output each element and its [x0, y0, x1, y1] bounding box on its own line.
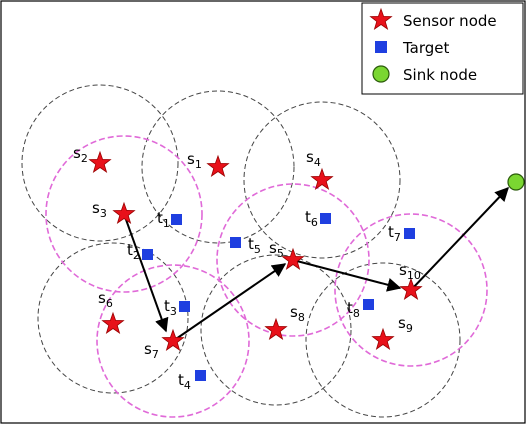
target-marker-t3 [179, 301, 190, 312]
label-t5: t5 [248, 235, 261, 256]
routing-path [123, 186, 509, 342]
label-s10: s10 [399, 261, 421, 282]
range-s2 [21, 84, 179, 242]
selected-ranges [45, 135, 488, 418]
label-s2: s2 [73, 144, 88, 165]
target-marker-t7 [404, 228, 415, 239]
sensor-labels: s1 s2 s3 s4 s5 s6 s7 s8 s9 s10 [73, 144, 421, 361]
range-s6 [37, 242, 189, 394]
label-s6: s6 [98, 289, 113, 310]
label-s5: s5 [269, 239, 284, 260]
label-s9: s9 [398, 314, 413, 335]
range-s9 [305, 262, 461, 418]
label-t8: t8 [347, 299, 360, 320]
label-t6: t6 [305, 208, 318, 229]
target-marker-t4 [195, 370, 206, 381]
target-labels: t1 t2 t3 t4 t5 t6 t7 t8 [127, 208, 401, 392]
legend-box [361, 2, 524, 95]
legend-target-icon [375, 41, 387, 53]
target-marker-t6 [320, 213, 331, 224]
range-s1 [141, 90, 295, 244]
label-t2: t2 [127, 241, 140, 262]
range-s8 [200, 254, 352, 406]
arrow-s10-sink [410, 186, 509, 291]
label-s3: s3 [92, 199, 107, 220]
selected-range-s7 [96, 264, 250, 418]
label-s8: s8 [290, 303, 305, 324]
arrow-s7-s5 [172, 263, 287, 342]
label-t4: t4 [178, 371, 191, 392]
legend: Sensor node Target Sink node [361, 2, 524, 95]
target-marker-t5 [230, 237, 241, 248]
target-marker-t8 [363, 299, 374, 310]
label-t1: t1 [157, 209, 170, 230]
target-marker-t1 [171, 214, 182, 225]
label-s1: s1 [187, 150, 202, 171]
selected-range-s5 [216, 183, 370, 337]
legend-sensor-label: Sensor node [403, 12, 497, 30]
label-t7: t7 [388, 223, 401, 244]
legend-target-label: Target [402, 39, 450, 57]
arrow-s3-s7 [123, 213, 169, 333]
arrow-s5-s10 [292, 259, 402, 292]
range-s4 [243, 101, 401, 259]
legend-sink-label: Sink node [403, 66, 477, 84]
label-t3: t3 [164, 297, 177, 318]
target-marker-t2 [142, 249, 153, 260]
sink-marker [507, 173, 525, 191]
targets [142, 213, 415, 381]
selected-range-s3 [45, 135, 203, 293]
label-s4: s4 [306, 148, 321, 169]
label-s7: s7 [144, 340, 159, 361]
sensing-ranges [21, 84, 461, 418]
legend-sink-icon [372, 65, 390, 83]
selected-range-s10 [334, 213, 488, 367]
